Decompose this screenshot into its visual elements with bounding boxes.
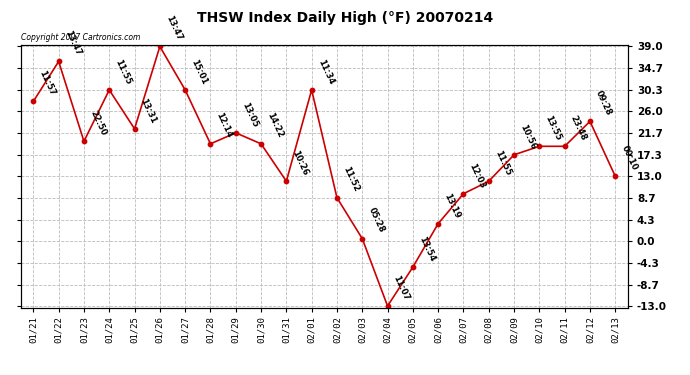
Text: 11:34: 11:34 [316,58,335,86]
Text: THSW Index Daily High (°F) 20070214: THSW Index Daily High (°F) 20070214 [197,11,493,25]
Point [534,143,545,149]
Text: 13:55: 13:55 [544,114,563,142]
Text: 11:57: 11:57 [37,69,57,97]
Text: 11:55: 11:55 [113,58,133,86]
Point [610,173,621,179]
Text: 10:56: 10:56 [518,123,538,151]
Point [559,143,570,149]
Point [230,130,241,136]
Text: 12:03: 12:03 [468,162,487,189]
Text: 13:47: 13:47 [63,29,82,57]
Point [357,236,368,242]
Text: 22:50: 22:50 [88,109,108,137]
Text: 09:28: 09:28 [594,89,613,117]
Point [104,87,115,93]
Text: 11:52: 11:52 [341,165,361,194]
Text: 13:54: 13:54 [417,235,437,263]
Point [255,141,266,147]
Point [306,87,317,93]
Text: 11:55: 11:55 [493,149,513,177]
Point [205,141,216,147]
Text: 13:19: 13:19 [442,192,462,219]
Point [331,195,342,201]
Point [407,264,418,270]
Text: 14:22: 14:22 [265,111,285,140]
Text: 13:47: 13:47 [164,14,184,42]
Point [28,98,39,104]
Point [584,118,595,124]
Point [155,44,166,50]
Text: 05:28: 05:28 [366,207,386,234]
Text: Copyright 2007 Cartronics.com: Copyright 2007 Cartronics.com [21,33,140,42]
Point [483,178,494,184]
Text: 13:31: 13:31 [139,97,158,124]
Point [129,126,140,132]
Point [509,152,520,158]
Point [53,58,64,64]
Text: 11:07: 11:07 [392,274,411,302]
Point [458,191,469,197]
Point [281,178,292,184]
Text: 10:26: 10:26 [290,149,310,177]
Point [179,87,190,93]
Text: 00:10: 00:10 [620,144,639,172]
Text: 23:48: 23:48 [569,114,589,142]
Point [382,303,393,309]
Text: 13:05: 13:05 [240,101,259,129]
Text: 12:14: 12:14 [215,111,234,140]
Text: 15:01: 15:01 [189,58,209,86]
Point [433,220,444,226]
Point [79,138,90,144]
